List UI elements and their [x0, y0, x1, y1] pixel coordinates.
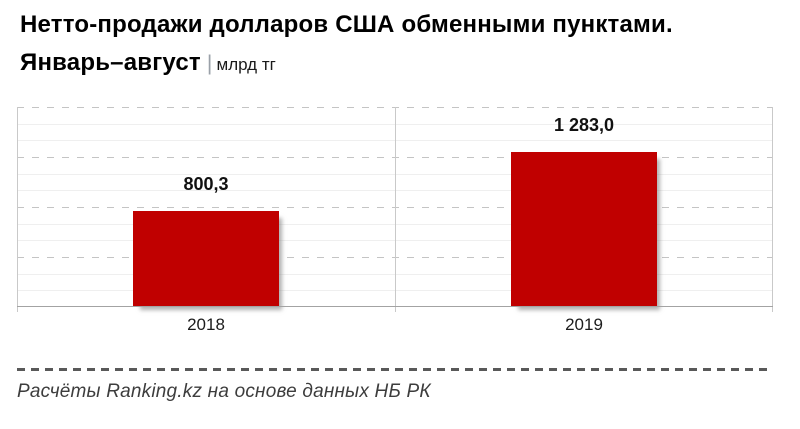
chart-title: Нетто-продажи долларов США обменными пун…	[20, 6, 780, 84]
chart-title-line1: Нетто-продажи долларов США обменными пун…	[20, 11, 673, 38]
source-note: Расчёты Ranking.kz на основе данных НБ Р…	[17, 381, 431, 402]
x-axis-line	[17, 306, 773, 307]
chart-unit-label: млрд тг	[216, 55, 276, 74]
bar-value-label-2019: 1 283,0	[553, 115, 615, 136]
plot-divider-center	[395, 107, 396, 312]
x-axis-labels: 2018 2019	[17, 315, 773, 335]
chart-title-period: Январь–август	[20, 49, 201, 76]
bar-chart-plot-area: 800,3 1 283,0	[17, 107, 773, 312]
bar-2019	[511, 152, 657, 307]
chart-title-line2: Январь–август | млрд тг	[20, 44, 780, 84]
plot-border-right	[772, 107, 773, 312]
x-axis-label-2019: 2019	[565, 315, 603, 334]
bar-group-2018: 800,3	[17, 107, 395, 307]
plot-border-left	[17, 107, 18, 312]
title-separator: |	[206, 52, 213, 75]
dashed-divider	[17, 368, 767, 371]
bar-2018	[133, 210, 279, 307]
bar-value-label-2018: 800,3	[183, 173, 229, 194]
x-axis-label-2018: 2018	[187, 315, 225, 334]
bar-group-2019: 1 283,0	[395, 107, 773, 307]
